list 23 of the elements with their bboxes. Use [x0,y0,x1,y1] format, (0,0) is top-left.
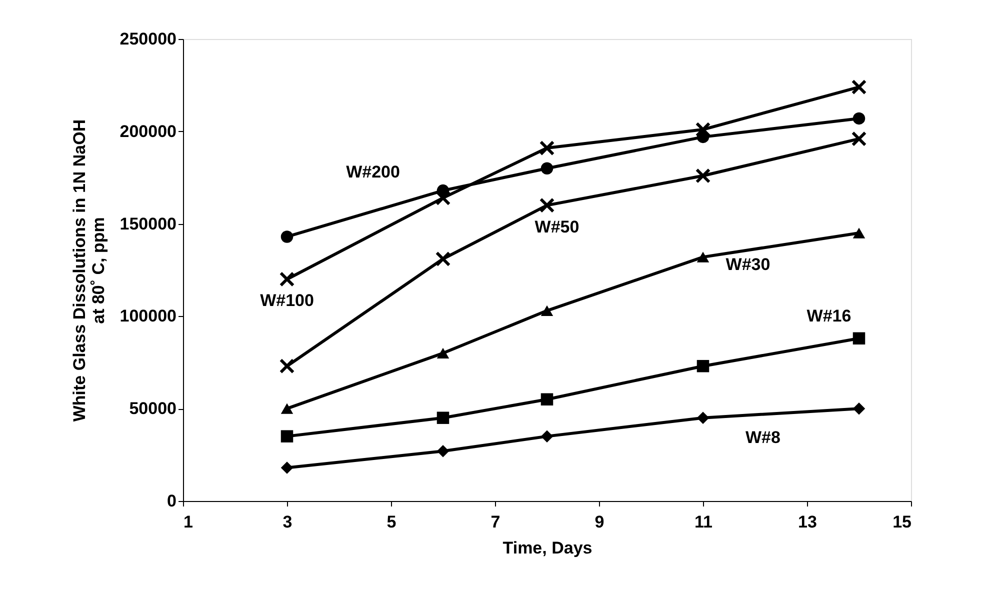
series-label: W#16 [806,306,852,326]
x-tick-label: 3 [282,512,292,532]
y-tick-label: 250000 [120,30,176,48]
y-tick-label: 0 [167,492,176,510]
x-axis-title: Time, Days [502,538,592,558]
x-tick-label: 15 [892,512,912,532]
series-label: W#100 [260,291,314,310]
series-label: W#8 [746,428,780,447]
text: White Glass Dissolutions in 1N NaOH [70,119,89,422]
x-tick-label: 11 [694,512,712,532]
y-tick-label: 100000 [120,306,176,326]
series-label: W#30 [726,255,770,274]
x-tick-label: 13 [798,512,817,532]
y-tick-label: 50000 [129,399,176,418]
series-label: W#50 [534,217,580,236]
x-tick-label: 7 [490,512,500,532]
x-tick-label: 9 [594,512,604,532]
text: at 80˚ C, ppm [88,217,108,324]
y-tick-label: 150000 [120,214,176,234]
series-label: W#200 [346,162,400,182]
x-tick-label: 1 [184,512,193,532]
x-tick-label: 5 [386,512,396,532]
y-tick-label: 200000 [120,122,176,141]
